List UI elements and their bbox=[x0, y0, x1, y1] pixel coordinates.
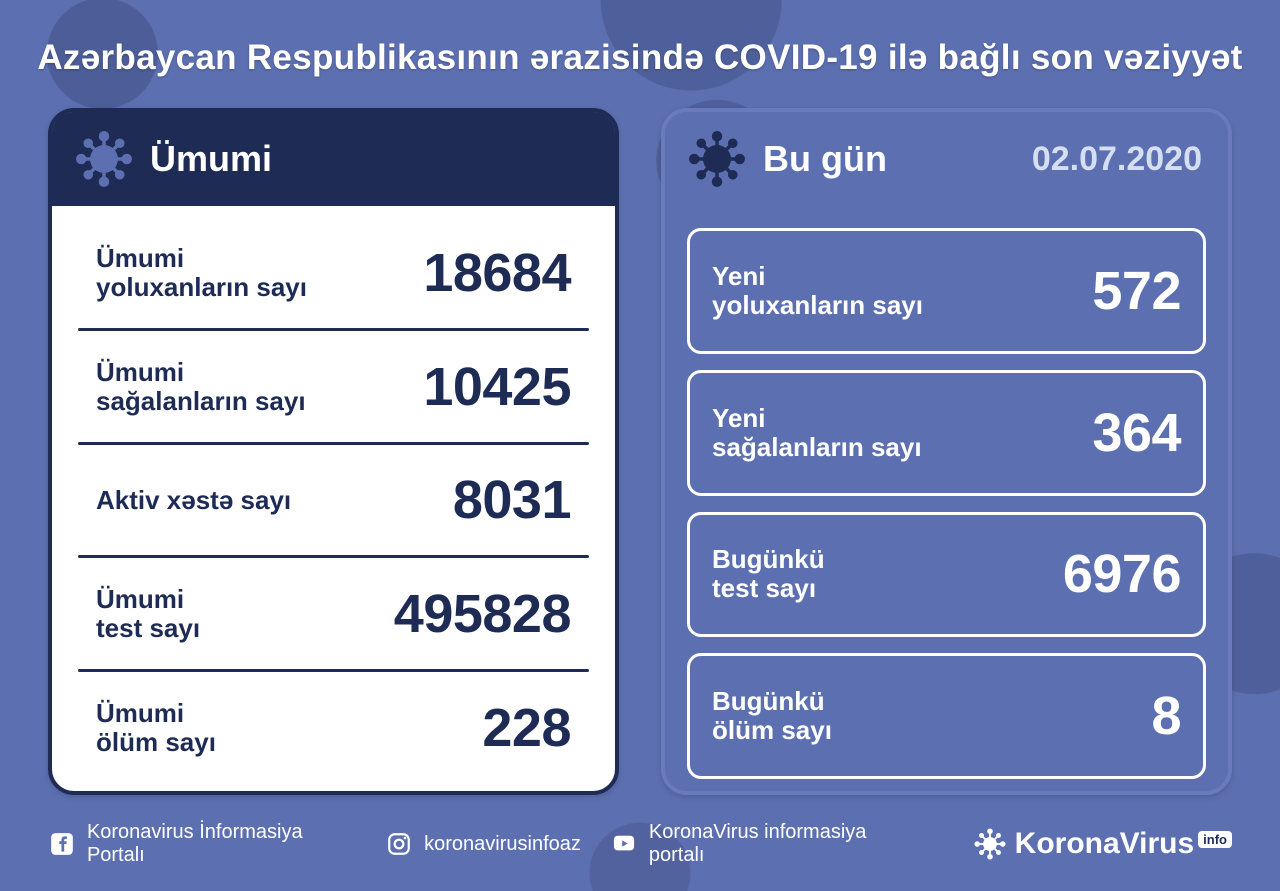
instagram-link[interactable]: koronavirusinfoaz bbox=[384, 829, 581, 859]
stat-label: Bugünkü test sayı bbox=[712, 545, 825, 603]
total-panel-header: Ümumi bbox=[52, 112, 615, 206]
stat-value: 6976 bbox=[1063, 543, 1181, 605]
stat-value: 8 bbox=[1151, 685, 1181, 747]
virus-icon bbox=[72, 127, 136, 191]
instagram-icon bbox=[384, 829, 414, 859]
stat-row: Bugünkü ölüm sayı 8 bbox=[687, 653, 1206, 779]
stat-row: Yeni yoluxanların sayı 572 bbox=[687, 228, 1206, 354]
facebook-label: Koronavirus İnformasiya Portalı bbox=[87, 821, 356, 867]
stat-value: 364 bbox=[1092, 402, 1181, 464]
instagram-label: koronavirusinfoaz bbox=[424, 833, 581, 856]
brand-logo: KoronaVirus info bbox=[973, 827, 1232, 861]
stat-label: Aktiv xəstə sayı bbox=[96, 486, 291, 515]
facebook-icon bbox=[48, 829, 77, 859]
stat-label: Yeni yoluxanların sayı bbox=[712, 262, 923, 320]
stat-row: Ümumi ölüm sayı 228 bbox=[74, 677, 593, 779]
virus-icon bbox=[973, 827, 1007, 861]
stat-value: 10425 bbox=[423, 356, 571, 418]
stat-label: Bugünkü ölüm sayı bbox=[712, 687, 832, 745]
youtube-label: KoronaVirus informasiya portalı bbox=[649, 821, 917, 867]
today-panel-header: Bu gün 02.07.2020 bbox=[665, 112, 1228, 206]
stat-value: 8031 bbox=[453, 469, 571, 531]
youtube-icon bbox=[609, 829, 639, 859]
virus-icon bbox=[685, 127, 749, 191]
stat-label: Ümumi test sayı bbox=[96, 585, 200, 643]
total-panel: Ümumi Ümumi yoluxanların sayı 18684 Ümum… bbox=[48, 108, 619, 795]
stat-label: Yeni sağalanların sayı bbox=[712, 404, 922, 462]
today-panel-title: Bu gün bbox=[763, 138, 887, 180]
stat-label: Ümumi sağalanların sayı bbox=[96, 358, 306, 416]
stat-value: 228 bbox=[482, 697, 571, 759]
today-panel-body: Yeni yoluxanların sayı 572 Yeni sağalanl… bbox=[665, 206, 1228, 791]
stat-row: Bugünkü test sayı 6976 bbox=[687, 512, 1206, 638]
stat-row: Yeni sağalanların sayı 364 bbox=[687, 370, 1206, 496]
footer: Koronavirus İnformasiya Portalı koronavi… bbox=[48, 821, 1232, 867]
stat-row: Ümumi yoluxanların sayı 18684 bbox=[74, 222, 593, 324]
total-panel-title: Ümumi bbox=[150, 138, 272, 180]
brand-sup: info bbox=[1198, 831, 1232, 848]
stat-value: 572 bbox=[1092, 260, 1181, 322]
stat-row: Ümumi test sayı 495828 bbox=[74, 563, 593, 665]
stat-row: Ümumi sağalanların sayı 10425 bbox=[74, 336, 593, 438]
today-date: 02.07.2020 bbox=[1032, 140, 1202, 179]
brand-text: KoronaVirus bbox=[1015, 827, 1195, 861]
stat-row: Aktiv xəstə sayı 8031 bbox=[74, 450, 593, 552]
stat-label: Ümumi yoluxanların sayı bbox=[96, 244, 307, 302]
youtube-link[interactable]: KoronaVirus informasiya portalı bbox=[609, 821, 917, 867]
total-panel-body: Ümumi yoluxanların sayı 18684 Ümumi sağa… bbox=[52, 206, 615, 791]
page-title: Azərbaycan Respublikasının ərazisində CO… bbox=[0, 38, 1280, 78]
stat-label: Ümumi ölüm sayı bbox=[96, 699, 216, 757]
stat-value: 18684 bbox=[423, 242, 571, 304]
panels-container: Ümumi Ümumi yoluxanların sayı 18684 Ümum… bbox=[48, 108, 1232, 795]
today-panel: Bu gün 02.07.2020 Yeni yoluxanların sayı… bbox=[661, 108, 1232, 795]
facebook-link[interactable]: Koronavirus İnformasiya Portalı bbox=[48, 821, 356, 867]
stat-value: 495828 bbox=[394, 583, 571, 645]
